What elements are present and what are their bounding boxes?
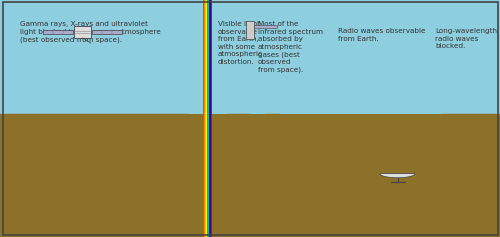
Text: Most of the
infrared spectrum
absorbed by
atmospheric
gases (best
observed
from : Most of the infrared spectrum absorbed b… [258, 21, 322, 73]
Polygon shape [204, 0, 205, 237]
Polygon shape [210, 0, 212, 237]
Polygon shape [202, 0, 203, 237]
FancyBboxPatch shape [42, 30, 73, 34]
Text: Gamma rays, X-rays and ultraviolet
light blocked by the upper atmosphere
(best o: Gamma rays, X-rays and ultraviolet light… [20, 21, 161, 43]
Polygon shape [0, 114, 500, 237]
Polygon shape [205, 0, 206, 237]
FancyBboxPatch shape [74, 26, 91, 38]
FancyBboxPatch shape [92, 30, 122, 34]
Polygon shape [0, 114, 500, 237]
Polygon shape [209, 0, 210, 237]
FancyBboxPatch shape [246, 21, 254, 39]
Polygon shape [206, 0, 208, 237]
Text: Long-wavelength
radio waves
blocked.: Long-wavelength radio waves blocked. [435, 28, 497, 50]
Polygon shape [208, 0, 209, 237]
Text: Radio waves observable
from Earth.: Radio waves observable from Earth. [338, 28, 425, 42]
Text: Visible light
observable
from Earth,
with some
atmospheric
distortion.: Visible light observable from Earth, wit… [218, 21, 262, 65]
FancyBboxPatch shape [254, 26, 277, 28]
Polygon shape [380, 173, 415, 178]
